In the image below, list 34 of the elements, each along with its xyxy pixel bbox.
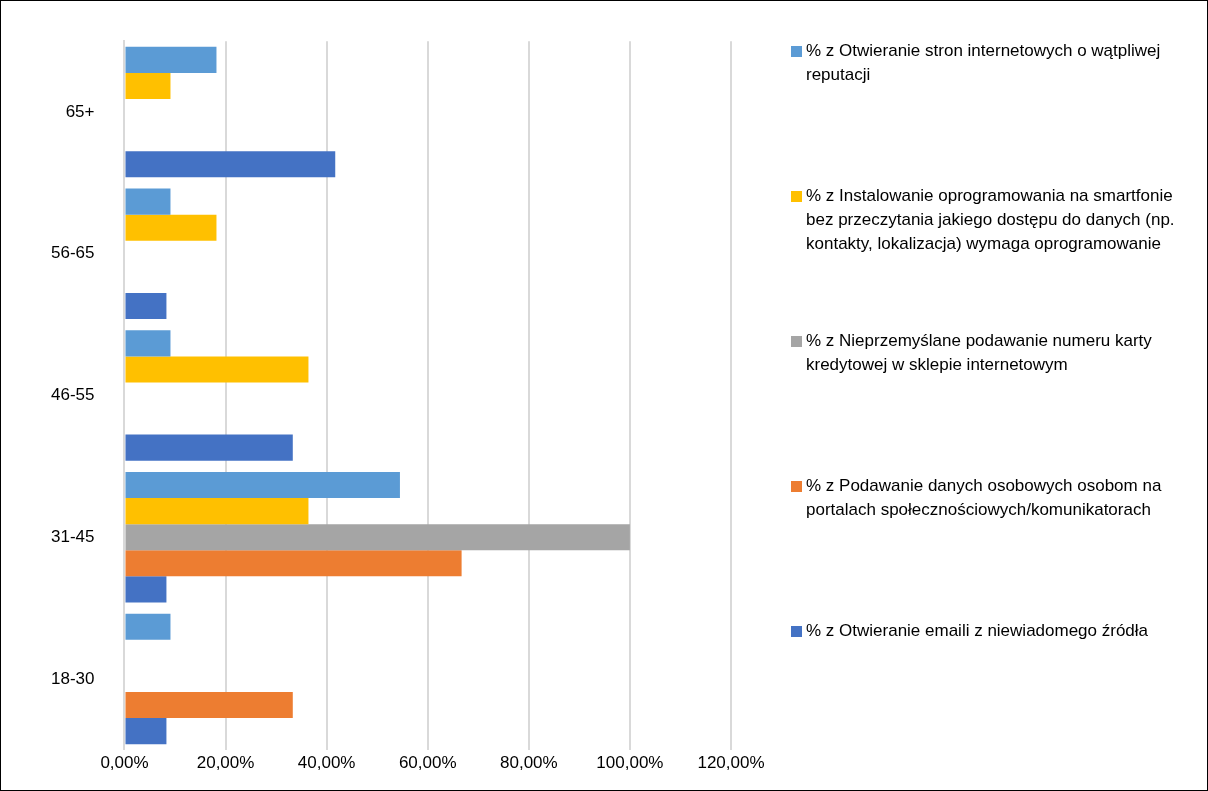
x-tick-label: 20,00%	[196, 752, 255, 772]
y-tick-label: 18-30	[51, 668, 95, 688]
bar	[125, 151, 336, 178]
y-tick-label: 65+	[65, 101, 95, 121]
x-tick-label: 80,00%	[499, 752, 558, 772]
x-tick-label: 40,00%	[297, 752, 356, 772]
y-tick-label: 56-65	[51, 243, 95, 263]
bar	[125, 524, 630, 551]
legend-label: % z Otwieranie emaili z niewiadomego źródła	[806, 620, 1149, 642]
x-tick-label: 120,00%	[697, 752, 765, 772]
y-tick-label: 31-45	[51, 526, 95, 546]
bar	[125, 188, 171, 215]
bar	[125, 472, 400, 499]
bar	[125, 613, 171, 640]
bar	[125, 550, 462, 577]
legend-label: % z Instalowanie oprogramowania na smartfonie bez przeczytania jakiego dostępu do danych (np. kontakty, lokalizacja) wymaga oprogramowanie	[806, 185, 1176, 255]
bar	[125, 691, 293, 719]
legend-label: % z Nieprzemyślane podawanie numeru karty kredytowej w sklepie internetowym	[806, 330, 1153, 376]
x-tick-label: 100,00%	[596, 752, 664, 772]
bar	[125, 46, 217, 73]
bar	[125, 434, 293, 461]
x-tick-label: 60,00%	[398, 752, 457, 772]
bar	[125, 718, 167, 745]
bar	[125, 72, 171, 100]
legend-label: % z Otwieranie stron internetowych o wątpliwej reputacji	[806, 40, 1162, 86]
bar	[125, 356, 309, 383]
y-tick-label: 46-55	[51, 385, 95, 405]
bar	[125, 214, 217, 241]
bar	[125, 576, 167, 603]
x-tick-label: 0,00%	[100, 752, 149, 772]
bar	[125, 292, 167, 319]
legend-label: % z Podawanie danych osobowych osobom na portalach społecznościowych/komunikatorach	[806, 475, 1163, 521]
bar	[125, 330, 171, 357]
bar	[125, 498, 309, 525]
